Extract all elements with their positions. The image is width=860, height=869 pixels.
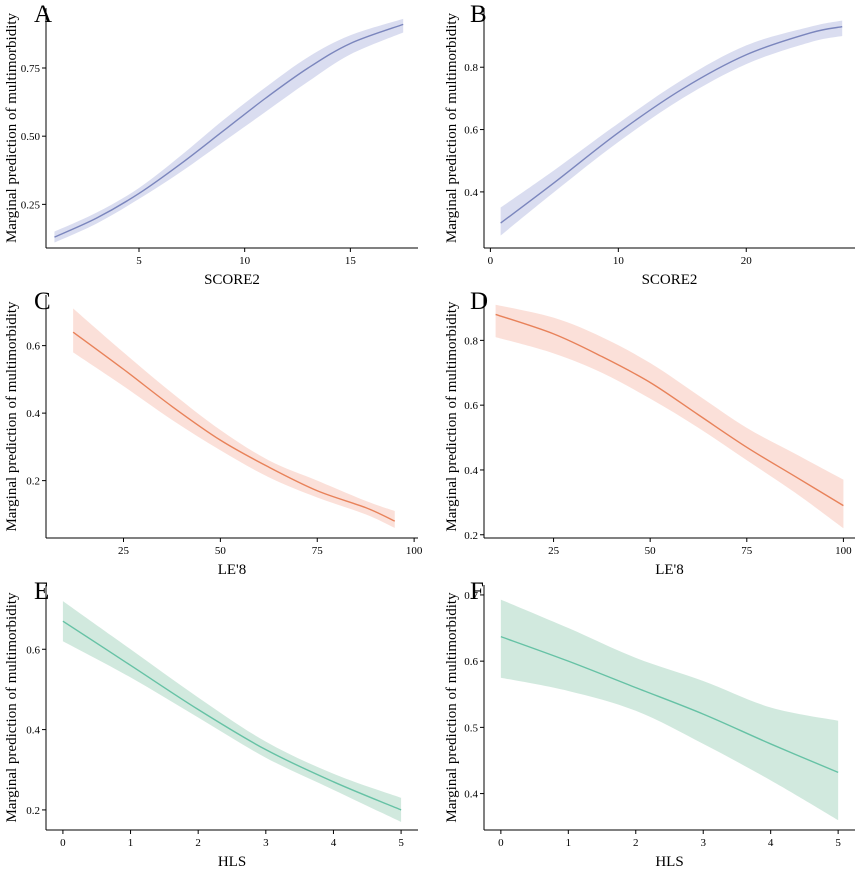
y-tick-label: 0.2 — [26, 805, 40, 817]
panel-b: 0 10 20 0.4 0.6 0.8 SCORE2 Marginal prediction … — [444, 1, 855, 288]
y-tick-label: 0.4 — [26, 408, 40, 420]
y-tick-label: 0.6 — [26, 341, 40, 353]
x-axis-title: HLS — [218, 854, 246, 869]
y-tick-label: 0.6 — [464, 400, 478, 412]
x-tick-label: 5 — [398, 837, 404, 849]
y-tick-label: 0.25 — [21, 199, 41, 211]
x-tick-label: 75 — [312, 545, 324, 557]
x-tick-label: 5 — [835, 837, 841, 849]
y-tick-label: 0.2 — [464, 530, 478, 542]
y-tick-label: 0.5 — [464, 722, 478, 734]
x-tick-label: 75 — [741, 545, 753, 557]
x-axis-title: HLS — [655, 854, 683, 869]
prediction-line — [495, 313, 844, 507]
panel-letter: F — [470, 578, 484, 605]
x-tick-label: 25 — [548, 545, 560, 557]
x-tick-label: 4 — [331, 837, 337, 849]
x-tick-label: 10 — [613, 255, 625, 267]
y-tick-label: 0.7 — [464, 590, 478, 602]
x-tick-label: 10 — [239, 255, 251, 267]
y-tick-label: 0.4 — [464, 789, 478, 801]
y-axis-title: Marginal prediction of multimorbidity — [4, 12, 20, 243]
confidence-band — [495, 304, 844, 529]
y-tick-label: 0.6 — [464, 125, 478, 137]
y-tick-label: 0.4 — [464, 465, 478, 477]
confidence-band — [500, 20, 843, 236]
y-axis-title: Marginal prediction of multimorbidity — [4, 592, 20, 823]
x-axis-title: LE'8 — [218, 562, 247, 578]
prediction-line — [500, 26, 843, 224]
confidence-band — [500, 599, 839, 821]
x-tick-label: 1 — [566, 837, 572, 849]
prediction-line — [54, 23, 404, 238]
y-tick-label: 0.4 — [26, 725, 40, 737]
panel-e: 0 1 2 3 4 5 0.2 0.4 0.6 HLS Marginal prediction of… — [4, 578, 418, 869]
y-tick-label: 0.6 — [464, 656, 478, 668]
x-tick-label: 3 — [700, 837, 706, 849]
confidence-band — [54, 18, 404, 243]
x-tick-label: 5 — [136, 255, 142, 267]
panel-c: 25 50 75 100 0.2 0.4 0.6 LE'8 Marginal predictio… — [4, 288, 423, 578]
prediction-line — [72, 331, 396, 522]
x-tick-label: 0 — [60, 837, 66, 849]
x-tick-label: 0 — [498, 837, 504, 849]
x-tick-label: 4 — [768, 837, 774, 849]
x-tick-label: 15 — [345, 255, 357, 267]
y-axis-title: Marginal prediction of multimorbidity — [444, 592, 460, 823]
panel-letter: E — [34, 578, 49, 605]
y-axis-title: Marginal prediction of multimorbidity — [444, 12, 460, 243]
panel-letter: C — [34, 288, 51, 315]
panel-letter: A — [34, 1, 52, 28]
panel-letter: D — [470, 288, 488, 315]
confidence-band — [73, 308, 395, 528]
x-tick-label: 1 — [128, 837, 134, 849]
y-tick-label: 0.4 — [464, 187, 478, 199]
x-tick-label: 100 — [835, 545, 852, 557]
y-tick-label: 0.8 — [464, 62, 478, 74]
y-axis-title: Marginal prediction of multimorbidity — [4, 301, 20, 532]
x-axis-title: LE'8 — [655, 562, 684, 578]
panel-f: 0 1 2 3 4 5 0.4 0.5 0.6 0.7 HLS Marginal prediction… — [444, 578, 855, 869]
x-tick-label: 3 — [263, 837, 269, 849]
x-tick-label: 100 — [406, 545, 423, 557]
panel-a: 5 10 15 0.25 0.50 0.75 SCORE2 Marginal predicti… — [4, 1, 418, 288]
y-tick-label: 0.75 — [21, 63, 41, 75]
panel-letter: B — [470, 1, 487, 28]
y-tick-label: 0.50 — [21, 131, 41, 143]
y-axis-title: Marginal prediction of multimorbidity — [444, 301, 460, 532]
prediction-line — [500, 635, 839, 774]
confidence-band — [62, 601, 402, 822]
y-tick-label: 0.6 — [26, 644, 40, 656]
y-tick-label: 0.8 — [464, 335, 478, 347]
x-tick-label: 50 — [215, 545, 227, 557]
x-tick-label: 2 — [195, 837, 201, 849]
prediction-line — [62, 620, 402, 811]
x-tick-label: 50 — [645, 545, 657, 557]
y-tick-label: 0.2 — [26, 476, 40, 488]
x-tick-label: 0 — [488, 255, 494, 267]
x-tick-label: 2 — [633, 837, 639, 849]
panel-d: 25 50 75 100 0.2 0.4 0.6 0.8 LE'8 Marginal predic… — [444, 288, 855, 578]
x-tick-label: 20 — [741, 255, 753, 267]
x-tick-label: 25 — [118, 545, 130, 557]
x-axis-title: SCORE2 — [642, 272, 698, 288]
x-axis-title: SCORE2 — [204, 272, 260, 288]
